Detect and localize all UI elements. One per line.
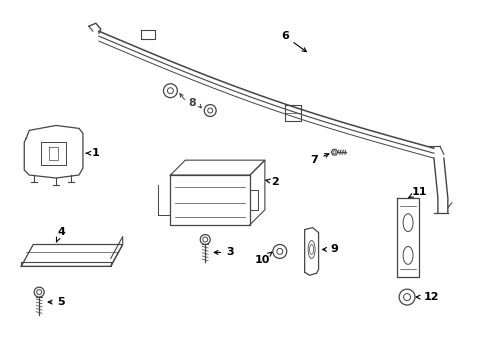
Text: 1: 1 [86,148,100,158]
Text: 5: 5 [48,297,65,307]
Text: 12: 12 [416,292,439,302]
Text: 6: 6 [281,31,306,51]
Text: 10: 10 [254,252,272,265]
Text: 4: 4 [56,226,65,242]
Text: 3: 3 [214,247,234,257]
Text: 11: 11 [409,187,427,198]
Text: 7: 7 [311,154,329,165]
Text: 8: 8 [189,98,196,108]
Text: 9: 9 [322,244,339,255]
Text: 2: 2 [266,177,279,187]
